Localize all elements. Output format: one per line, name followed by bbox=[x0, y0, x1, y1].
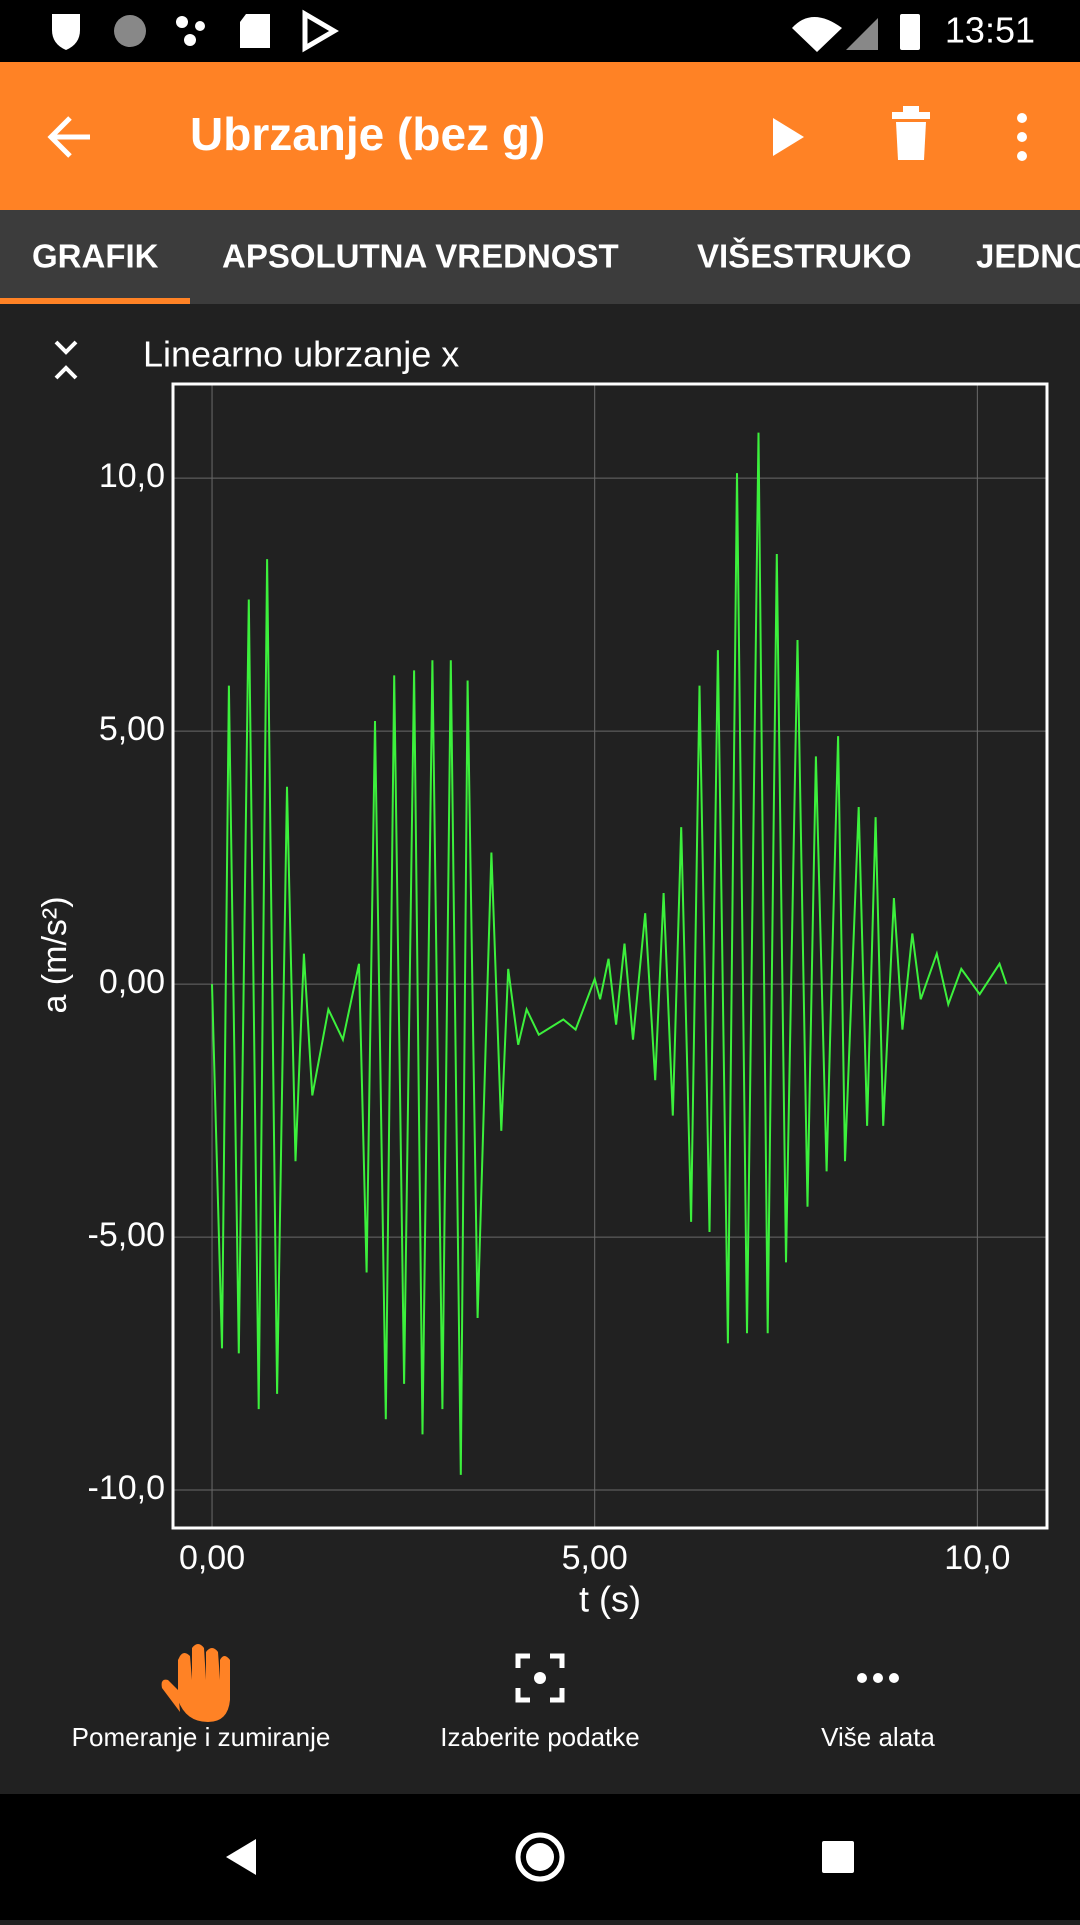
y-axis-label: a (m/s²) bbox=[36, 896, 74, 1013]
tab[interactable]: JEDNO bbox=[976, 238, 1080, 275]
chart-title: Linearno ubrzanje x bbox=[143, 334, 459, 375]
tool-more[interactable] bbox=[857, 1673, 899, 1683]
y-tick-label: 10,0 bbox=[99, 457, 165, 495]
status-icons bbox=[52, 9, 920, 53]
more-button[interactable] bbox=[1017, 113, 1027, 161]
nav-back[interactable] bbox=[226, 1839, 256, 1875]
tab-indicator bbox=[0, 298, 190, 304]
tool-select[interactable] bbox=[515, 1653, 565, 1703]
tab[interactable]: VIŠESTRUKO bbox=[697, 237, 912, 275]
tool-label[interactable]: Izaberite podatke bbox=[440, 1722, 639, 1752]
tool-move[interactable] bbox=[161, 1644, 230, 1722]
x-axis-label: t (s) bbox=[579, 1579, 641, 1620]
tool-label[interactable]: Pomeranje i zumiranje bbox=[72, 1722, 331, 1752]
tool-label[interactable]: Više alata bbox=[821, 1722, 935, 1752]
x-tick-label: 0,00 bbox=[179, 1539, 245, 1577]
y-tick-label: -5,00 bbox=[88, 1216, 166, 1254]
data-line bbox=[211, 432, 1008, 1475]
chart: Linearno ubrzanje x -10,0 -5,00 0,00 5,00 10,… bbox=[36, 334, 1049, 1620]
y-tick-label: 5,00 bbox=[99, 710, 165, 748]
plot-frame bbox=[171, 382, 1049, 1530]
play-button[interactable] bbox=[773, 118, 804, 156]
app-title: Ubrzanje (bez g) bbox=[190, 108, 545, 160]
delete-button[interactable] bbox=[892, 106, 930, 160]
nav-home[interactable] bbox=[515, 1832, 565, 1882]
y-tick-label: -10,0 bbox=[88, 1469, 166, 1507]
tab[interactable]: APSOLUTNA VREDNOST bbox=[222, 238, 619, 275]
nav-recents[interactable] bbox=[822, 1841, 854, 1873]
status-time: 13:51 bbox=[945, 10, 1035, 51]
tab-bar bbox=[0, 210, 1080, 304]
x-tick-label: 5,00 bbox=[562, 1539, 628, 1577]
tab[interactable]: GRAFIK bbox=[32, 238, 159, 275]
collapse-button[interactable] bbox=[54, 340, 78, 380]
x-tick-label: 10,0 bbox=[944, 1539, 1010, 1577]
back-button[interactable] bbox=[47, 116, 90, 158]
y-tick-label: 0,00 bbox=[99, 963, 165, 1001]
